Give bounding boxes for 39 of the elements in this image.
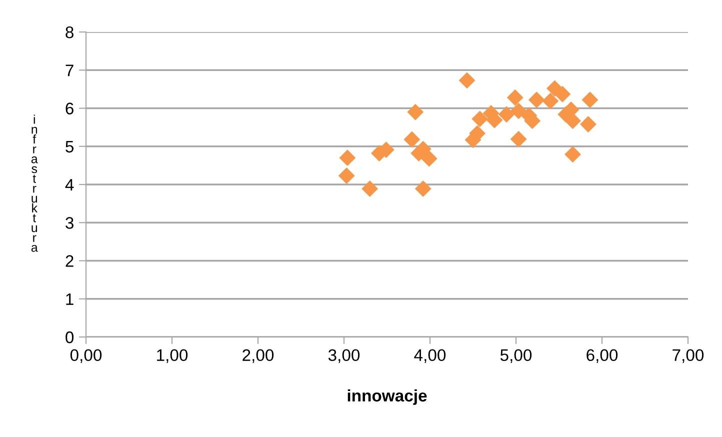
y-tick-label: 0: [66, 331, 74, 344]
y-tick-label: 3: [66, 217, 74, 229]
y-tick-label: 5: [66, 140, 74, 153]
point: [506, 89, 524, 106]
point: [564, 112, 581, 130]
point: [510, 102, 527, 120]
point: [338, 168, 355, 184]
y-tick-label: 7: [66, 64, 74, 76]
x-tick-label: 6,00: [586, 349, 618, 364]
x-tick-label: 1,00: [157, 349, 188, 364]
point: [420, 150, 438, 167]
x-tick-label: 4,00: [414, 349, 446, 364]
point: [472, 110, 488, 128]
point: [407, 104, 424, 120]
x-tick-label: 3,00: [328, 349, 360, 364]
point: [528, 92, 545, 108]
point: [458, 72, 476, 89]
point: [404, 131, 420, 148]
point: [554, 86, 571, 102]
y-tick-label: 2: [66, 255, 74, 267]
point: [582, 92, 598, 108]
x-tick-label: 5,00: [500, 349, 532, 364]
point: [498, 106, 515, 123]
x-tick-label: 2,00: [242, 349, 274, 364]
x-tick-label: 7,00: [672, 349, 704, 364]
point: [542, 92, 559, 110]
y-tick-label: 1: [66, 293, 74, 305]
point: [510, 130, 527, 148]
text: infrastruktura: [31, 114, 38, 252]
point: [339, 150, 356, 166]
y-tick-label: 8: [66, 26, 74, 38]
point: [580, 116, 596, 132]
x-axis-title: innowacje: [348, 389, 427, 405]
point: [362, 180, 378, 197]
point: [414, 180, 432, 197]
point: [564, 146, 581, 163]
y-tick-label: 4: [65, 179, 74, 191]
x-tick-label: 0,00: [70, 349, 102, 364]
y-tick-label: 6: [66, 102, 74, 114]
